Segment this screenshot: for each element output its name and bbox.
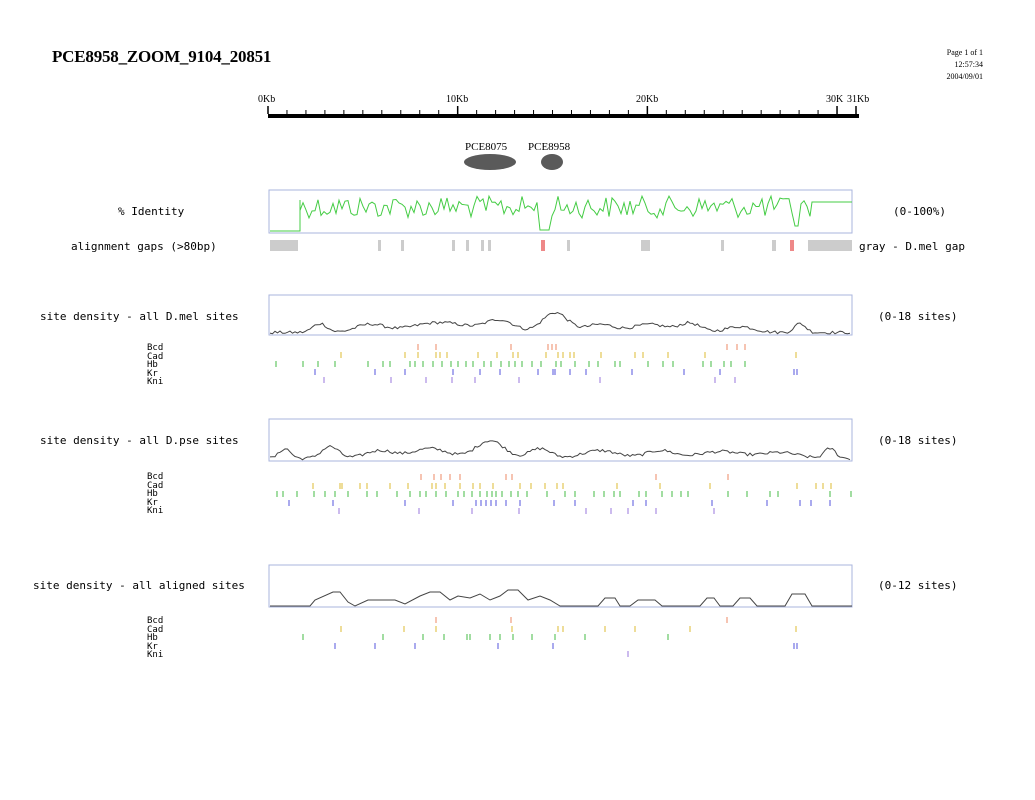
density-line-dpse bbox=[269, 440, 851, 461]
alignment-gap bbox=[452, 240, 455, 251]
alignment-gap bbox=[466, 240, 469, 251]
factor-labels-dpse: Bcd Cad Hb Kr Kni bbox=[147, 473, 163, 516]
alignment-gap bbox=[541, 240, 545, 251]
factor-kr: Kr bbox=[147, 497, 158, 508]
factor-labels-aligned: Bcd Cad Hb Kr Kni bbox=[147, 617, 163, 660]
alignment-gap bbox=[790, 240, 794, 251]
ruler-label-10kb: 10Kb bbox=[446, 94, 469, 105]
track-label-dmel: site density - all D.mel sites bbox=[40, 310, 239, 323]
factor-hb: Hb bbox=[147, 360, 158, 371]
identity-range: (0-100%) bbox=[893, 205, 946, 218]
alignment-gap bbox=[772, 240, 776, 251]
factor-kni: Kni bbox=[147, 506, 164, 517]
factor-cad: Cad bbox=[147, 624, 164, 635]
factor-bcd: Bcd bbox=[147, 616, 164, 626]
alignment-gap bbox=[567, 240, 570, 251]
kb-ruler bbox=[267, 106, 859, 118]
print-time: 12:57:34 bbox=[954, 60, 983, 69]
identity-frame bbox=[268, 189, 853, 234]
gene-shape-pce8075 bbox=[464, 154, 516, 170]
alignment-gap bbox=[808, 240, 852, 251]
factor-bcd: Bcd bbox=[147, 343, 164, 353]
identity-label: % Identity bbox=[118, 205, 185, 218]
track-range-dpse: (0-18 sites) bbox=[878, 434, 958, 447]
print-date: 2004/09/01 bbox=[946, 72, 983, 81]
alignment-gap bbox=[641, 240, 650, 251]
track-range-aligned: (0-12 sites) bbox=[878, 579, 958, 592]
ruler-label-31kb: 31Kb bbox=[847, 94, 870, 105]
site-marks-aligned bbox=[302, 617, 798, 657]
factor-cad: Cad bbox=[147, 351, 164, 362]
gene-label-pce8958: PCE8958 bbox=[528, 141, 571, 153]
density-frame-aligned bbox=[268, 564, 853, 608]
factor-kni: Kni bbox=[147, 650, 164, 661]
alignment-gap bbox=[401, 240, 404, 251]
ruler-label-0kb: 0Kb bbox=[258, 94, 276, 105]
track-range-dmel: (0-18 sites) bbox=[878, 310, 958, 323]
track-label-aligned: site density - all aligned sites bbox=[33, 579, 245, 592]
factor-hb: Hb bbox=[147, 489, 158, 500]
gene-label-pce8075: PCE8075 bbox=[465, 141, 508, 153]
site-marks-dmel bbox=[275, 344, 798, 383]
factor-kr: Kr bbox=[147, 641, 158, 652]
factor-kr: Kr bbox=[147, 368, 158, 379]
track-label-dpse: site density - all D.pse sites bbox=[40, 434, 239, 447]
ruler-bar bbox=[268, 114, 859, 118]
factor-bcd: Bcd bbox=[147, 472, 164, 482]
density-line-aligned bbox=[270, 589, 852, 607]
ruler-label-20kb: 20Kb bbox=[636, 94, 659, 105]
alignment-gap bbox=[481, 240, 484, 251]
factor-cad: Cad bbox=[147, 480, 164, 491]
gaps-label: alignment gaps (>80bp) bbox=[71, 240, 217, 253]
site-marks-dpse bbox=[276, 474, 852, 514]
ruler-ticks bbox=[267, 106, 857, 114]
ruler-label-30k: 30K bbox=[826, 94, 844, 105]
identity-line bbox=[270, 194, 852, 232]
page-number: Page 1 of 1 bbox=[946, 48, 983, 57]
gene-shape-pce8958 bbox=[541, 154, 563, 170]
gaps-legend: gray - D.mel gap bbox=[859, 240, 965, 253]
alignment-gap bbox=[721, 240, 724, 251]
alignment-gap bbox=[488, 240, 491, 251]
alignment-gap bbox=[378, 240, 381, 251]
page-title: PCE8958_ZOOM_9104_20851 bbox=[52, 47, 272, 66]
alignment-gap bbox=[270, 240, 298, 251]
factor-hb: Hb bbox=[147, 633, 158, 644]
alignment-gaps bbox=[270, 240, 852, 251]
density-frame-dpse bbox=[268, 418, 853, 462]
factor-kni: Kni bbox=[147, 377, 164, 388]
density-line-dmel bbox=[269, 311, 851, 335]
density-frame-dmel bbox=[268, 294, 853, 336]
factor-labels-dmel: Bcd Cad Hb Kr Kni bbox=[147, 344, 163, 387]
